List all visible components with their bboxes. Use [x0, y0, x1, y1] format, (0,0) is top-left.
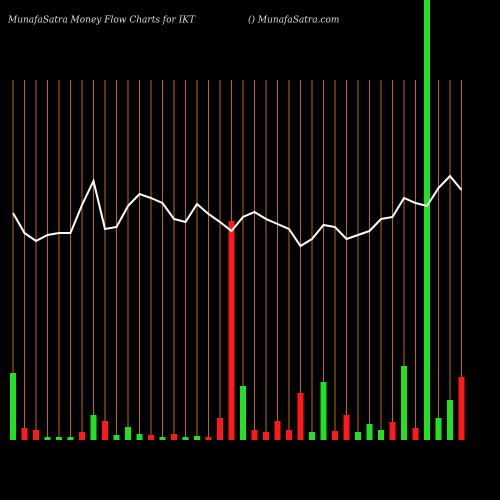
bar [412, 428, 419, 440]
bar [159, 437, 166, 440]
bar [113, 435, 120, 440]
bar [228, 221, 235, 440]
bar [424, 0, 430, 440]
bar [44, 437, 51, 440]
bar [171, 434, 177, 440]
bar [182, 437, 189, 440]
bar [90, 415, 97, 440]
bar [194, 436, 200, 440]
bar [458, 377, 465, 440]
bar [378, 430, 384, 440]
bar [240, 386, 246, 440]
bar [136, 434, 143, 440]
chart-subtitle: () MunafaSatra.com [248, 15, 339, 26]
bar [401, 366, 407, 440]
bar [309, 432, 315, 440]
bar [56, 437, 62, 440]
bar [332, 431, 338, 440]
bar [263, 432, 269, 440]
bar [125, 427, 131, 440]
bar [435, 418, 442, 440]
money-flow-line [12, 174, 463, 248]
bar [366, 424, 373, 440]
bar [21, 428, 28, 440]
bar [447, 400, 453, 440]
bar [274, 421, 281, 440]
bar [355, 432, 361, 440]
bar [320, 382, 327, 440]
bar [389, 422, 396, 440]
bar [217, 418, 223, 440]
bar [205, 437, 212, 440]
bar [286, 430, 292, 440]
chart-title: MunafaSatra Money Flow Charts for IKT [7, 16, 196, 26]
bar [67, 437, 74, 440]
bar [251, 430, 258, 440]
bar [10, 373, 16, 440]
bar [79, 432, 85, 440]
bar [33, 430, 39, 440]
bar [102, 421, 108, 440]
bar [148, 435, 154, 440]
bar [343, 415, 350, 440]
bar [297, 393, 304, 440]
